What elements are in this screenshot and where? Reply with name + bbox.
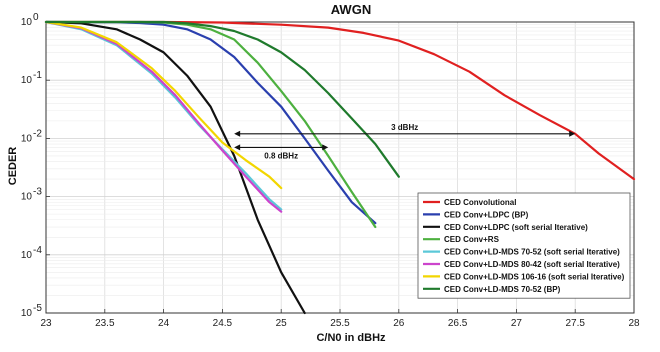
legend-label-3: CED Conv+LDPC (soft serial Iterative) — [444, 223, 588, 232]
y-tick-label: 10 — [21, 75, 33, 86]
y-tick-label: 10 — [21, 308, 33, 319]
legend-label-7: CED Conv+LD-MDS 106-16 (soft serial Iter… — [444, 272, 625, 281]
series-layer — [44, 20, 636, 315]
series-line-7 — [44, 20, 283, 190]
legend-label-8: CED Conv+LD-MDS 70-52 (BP) — [444, 285, 561, 294]
x-tick-label: 23.5 — [95, 318, 115, 329]
x-tick-label: 25 — [276, 318, 288, 329]
x-tick-label: 25.5 — [330, 318, 350, 329]
chart-title: AWGN — [331, 2, 371, 17]
x-tick-label: 23 — [40, 318, 52, 329]
legend-label-2: CED Conv+LDPC (BP) — [444, 210, 529, 219]
legend-box — [417, 192, 631, 299]
y-tick-label: 10 — [21, 133, 33, 144]
legend-label-6: CED Conv+LD-MDS 80-42 (soft serial Itera… — [444, 260, 620, 269]
x-tick-label: 24.5 — [213, 318, 233, 329]
plot-area — [45, 21, 635, 314]
y-tick-exponent: -1 — [33, 70, 42, 81]
annotation-layer: 3 dBHz 0.8 dBHz — [234, 123, 576, 160]
x-tick-label: 26 — [393, 318, 405, 329]
legend-label-5: CED Conv+LD-MDS 70-52 (soft serial Itera… — [444, 248, 620, 257]
x-tick-label: 27 — [511, 318, 523, 329]
y-tick-exponent: -5 — [33, 303, 42, 314]
series-line-3 — [44, 20, 306, 315]
legend-label-1: CED Convolutional — [444, 198, 516, 207]
annotation-label-1: 3 dBHz — [391, 123, 418, 132]
x-tick-label: 27.5 — [565, 318, 585, 329]
x-axis-label: C/N0 in dBHz — [316, 332, 386, 344]
y-tick-label: 10 — [21, 250, 33, 261]
y-tick-label: 10 — [21, 17, 33, 28]
x-axis-ticks: 23 23.5 24 24.5 25 25.5 26 26.5 27 27.5 28 — [40, 309, 640, 329]
x-tick-label: 26.5 — [448, 318, 468, 329]
x-tick-label: 24 — [158, 318, 170, 329]
y-tick-exponent: -4 — [33, 245, 42, 256]
series-line-8 — [44, 20, 400, 178]
annotation-label-2: 0.8 dBHz — [264, 151, 298, 160]
y-tick-exponent: 0 — [33, 12, 39, 23]
series-line-1 — [44, 20, 636, 181]
annotation-arrow-2 — [234, 144, 329, 151]
y-tick-label: 10 — [21, 192, 33, 203]
series-line-6 — [44, 20, 283, 213]
legend-label-4: CED Conv+RS — [444, 235, 500, 244]
y-tick-exponent: -2 — [33, 128, 42, 139]
y-axis-label: CEDER — [7, 147, 19, 186]
legend: CED Convolutional CED Conv+LDPC (BP) CED C… — [417, 192, 631, 299]
x-tick-label: 28 — [628, 318, 640, 329]
plot-frame — [45, 21, 635, 314]
y-tick-exponent: -3 — [33, 187, 42, 198]
annotation-arrow-1 — [234, 130, 576, 137]
